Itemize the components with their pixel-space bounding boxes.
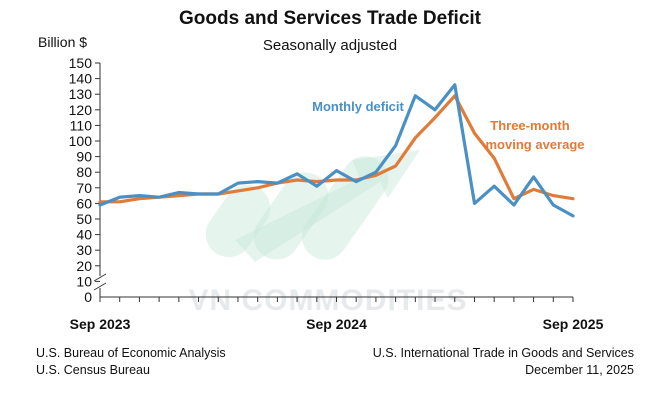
chart-title: Goods and Services Trade Deficit [179,8,481,29]
source-bea: U.S. Bureau of Economic Analysis [36,346,226,360]
report-date: December 11, 2025 [525,363,634,377]
y-tick-label: 30 [76,242,92,258]
decorative-arrow [235,150,420,262]
watermark-decoration: VN COMMODITIES [188,150,467,317]
chart-series [98,83,575,218]
label-three-month: Three-month [490,118,570,133]
y-tick-label: 10 [76,273,92,289]
chart-axes [93,62,574,302]
label-monthly-deficit: Monthly deficit [312,99,404,114]
decorative-bar [301,156,389,260]
y-tick-label: 50 [76,211,92,227]
watermark-text: VN COMMODITIES [188,284,467,317]
source-census: U.S. Census Bureau [36,363,150,377]
y-tick-label: 110 [70,117,93,133]
report-title: U.S. International Trade in Goods and Se… [372,346,634,360]
axis-break-mark [93,273,107,282]
axis-break-mark [93,282,107,291]
y-tick-label: 20 [76,258,92,274]
y-tick-label: 0 [84,289,92,305]
chart-subtitle: Seasonally adjusted [262,37,398,54]
y-tick-label: 150 [69,55,93,71]
y-tick-label: 60 [76,195,92,211]
source-left: U.S. Bureau of Economic Analysis U.S. Ce… [36,345,226,379]
decorative-bar [205,184,271,258]
y-tick-label: 120 [69,102,93,118]
y-tick-label: 90 [76,149,92,165]
y-tick-label: 70 [76,180,92,196]
x-tick-label: Sep 2023 [70,316,131,332]
source-right: U.S. International Trade in Goods and Se… [373,345,634,379]
y-tick-label: 100 [69,133,93,149]
y-tick-label: 130 [69,86,93,102]
y-tick-label: 80 [76,164,92,180]
x-tick-label: Sep 2024 [306,316,367,332]
x-tick-label: Sep 2025 [543,316,604,332]
y-tick-label: 140 [69,71,93,87]
y-axis-unit-label: Billion $ [38,34,88,50]
y-tick-label: 40 [76,227,92,243]
label-moving-average: moving average [486,137,585,152]
decorative-bar [253,172,329,260]
